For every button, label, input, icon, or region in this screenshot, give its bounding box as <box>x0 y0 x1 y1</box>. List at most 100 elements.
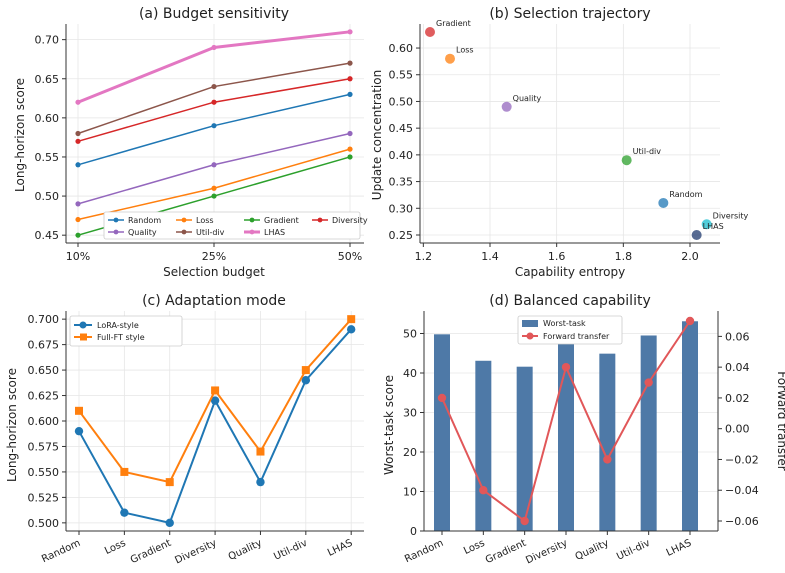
legend-frame <box>517 315 623 345</box>
y-tick-label: 0.55 <box>389 69 414 82</box>
scatter-point <box>425 27 435 38</box>
x-tick-label: Diversity <box>173 538 218 567</box>
y-tick-label: 0.600 <box>28 415 60 428</box>
legend-swatch <box>522 320 538 327</box>
y-tick-label: 0.65 <box>35 73 60 86</box>
panel-b: 0.25 0.30 0.35 0.40 0.45 0.50 0.55 0.60 1.2 1.4 1.… <box>389 19 749 263</box>
legend-marker <box>249 217 255 223</box>
y-tick-label: 0.45 <box>389 122 414 135</box>
legend-label: Gradient <box>264 216 299 225</box>
y2-tick-label: 0.02 <box>725 392 750 405</box>
y2-tick-label: 0.04 <box>725 361 750 374</box>
data-point <box>347 130 353 137</box>
x-tick-label: 1.6 <box>548 250 566 263</box>
point-label: LHAS <box>703 222 724 231</box>
legend-label: Worst-task <box>543 319 586 328</box>
panel-d-y2label: Forward transfer <box>775 371 785 471</box>
data-point <box>211 44 217 51</box>
bar <box>475 360 492 531</box>
data-point <box>561 362 571 372</box>
y-tick-label: 0.700 <box>28 313 60 326</box>
legend-marker <box>80 333 87 341</box>
y-tick-label: 0.550 <box>28 466 60 479</box>
legend-label: Diversity <box>332 216 368 225</box>
scatter-point <box>445 53 455 64</box>
data-point <box>346 325 356 334</box>
data-point <box>644 378 653 387</box>
y-tick-label: 0.30 <box>389 202 414 215</box>
bar <box>434 334 450 531</box>
point-label: Util-div <box>633 147 662 156</box>
legend-frame <box>103 211 361 240</box>
data-point <box>347 315 356 324</box>
x-tick-label: Util-div <box>272 538 309 563</box>
y2-tick-label: 0.06 <box>725 330 750 343</box>
data-point <box>301 366 310 375</box>
scatter-point <box>701 219 712 230</box>
y2-tick-label: −0.02 <box>725 453 759 466</box>
data-point <box>211 193 217 199</box>
data-point <box>347 76 353 82</box>
panel-a-xlabel: Selection budget <box>163 265 265 279</box>
x-tick-label: 1.4 <box>481 250 499 263</box>
panel-c-ylabel: Long-horizon score <box>5 368 19 482</box>
y-tick-label: 0.35 <box>389 176 414 189</box>
scatter-point <box>691 229 702 240</box>
data-point <box>75 216 81 223</box>
data-point <box>211 83 217 90</box>
bar <box>558 333 574 531</box>
y-tick-label: 0.500 <box>28 517 60 530</box>
point-label: Gradient <box>436 19 471 28</box>
data-point <box>347 60 353 66</box>
data-point <box>347 146 353 152</box>
panel-c: 0.500 0.525 0.550 0.575 0.600 0.625 0.650 0.675… <box>28 311 364 567</box>
legend-label: Full-FT style <box>97 333 145 342</box>
x-tick-label: Diversity <box>524 538 569 567</box>
panel-d: 0 10 20 30 40 50 −0.06 −0.04 −0.02 0.00 0.02 0.04 0.… <box>403 311 759 567</box>
y2-tick-label: −0.04 <box>725 484 759 497</box>
data-point <box>165 478 174 487</box>
data-point <box>437 393 447 403</box>
data-point <box>75 130 81 137</box>
y-tick-label: 0.50 <box>389 95 414 108</box>
legend-marker <box>113 229 119 235</box>
data-point <box>256 477 265 487</box>
y-tick-label: 0.40 <box>389 149 414 162</box>
y-tick-label: 0.60 <box>389 42 414 55</box>
panel-a-ylabel: Long-horizon score <box>13 78 27 192</box>
data-point <box>520 516 529 526</box>
scatter-point <box>658 197 669 208</box>
panel-b-title: (b) Selection trajectory <box>489 6 650 22</box>
y-tick-label: 0.45 <box>35 229 60 242</box>
legend-marker <box>181 229 187 235</box>
data-point <box>120 508 129 517</box>
data-point <box>75 201 81 207</box>
legend-marker <box>181 217 187 223</box>
legend: Worst-task Forward transfer <box>517 315 623 345</box>
y-tick-label: 40 <box>403 367 417 380</box>
panel-d-title: (d) Balanced capability <box>489 293 651 309</box>
panel-c-title: (c) Adaptation mode <box>142 293 286 309</box>
data-point <box>75 232 81 238</box>
data-point <box>347 29 353 35</box>
x-tick-label: Quality <box>574 538 611 563</box>
y-tick-label: 20 <box>403 446 417 459</box>
legend-label: Random <box>128 216 161 225</box>
data-point <box>120 467 129 476</box>
y-tick-label: 0.60 <box>35 112 60 125</box>
legend-frame <box>69 315 183 347</box>
point-label: Diversity <box>713 211 749 220</box>
scatter-point <box>621 155 632 166</box>
data-point <box>347 91 353 97</box>
panel-b-xlabel: Capability entropy <box>515 265 625 279</box>
data-point <box>75 99 81 105</box>
y-tick-label: 0.55 <box>35 151 60 164</box>
y-tick-label: 0.625 <box>28 390 60 403</box>
panel-a: 0.45 0.50 0.55 0.60 0.65 0.70 10% 25% 50% Random L… <box>35 24 368 263</box>
y-tick-label: 0.50 <box>35 190 60 203</box>
legend-marker <box>113 217 119 223</box>
legend-label: Loss <box>196 216 214 225</box>
legend: LoRA-style Full-FT style <box>69 315 183 347</box>
data-point <box>685 316 695 326</box>
data-point <box>210 396 220 405</box>
